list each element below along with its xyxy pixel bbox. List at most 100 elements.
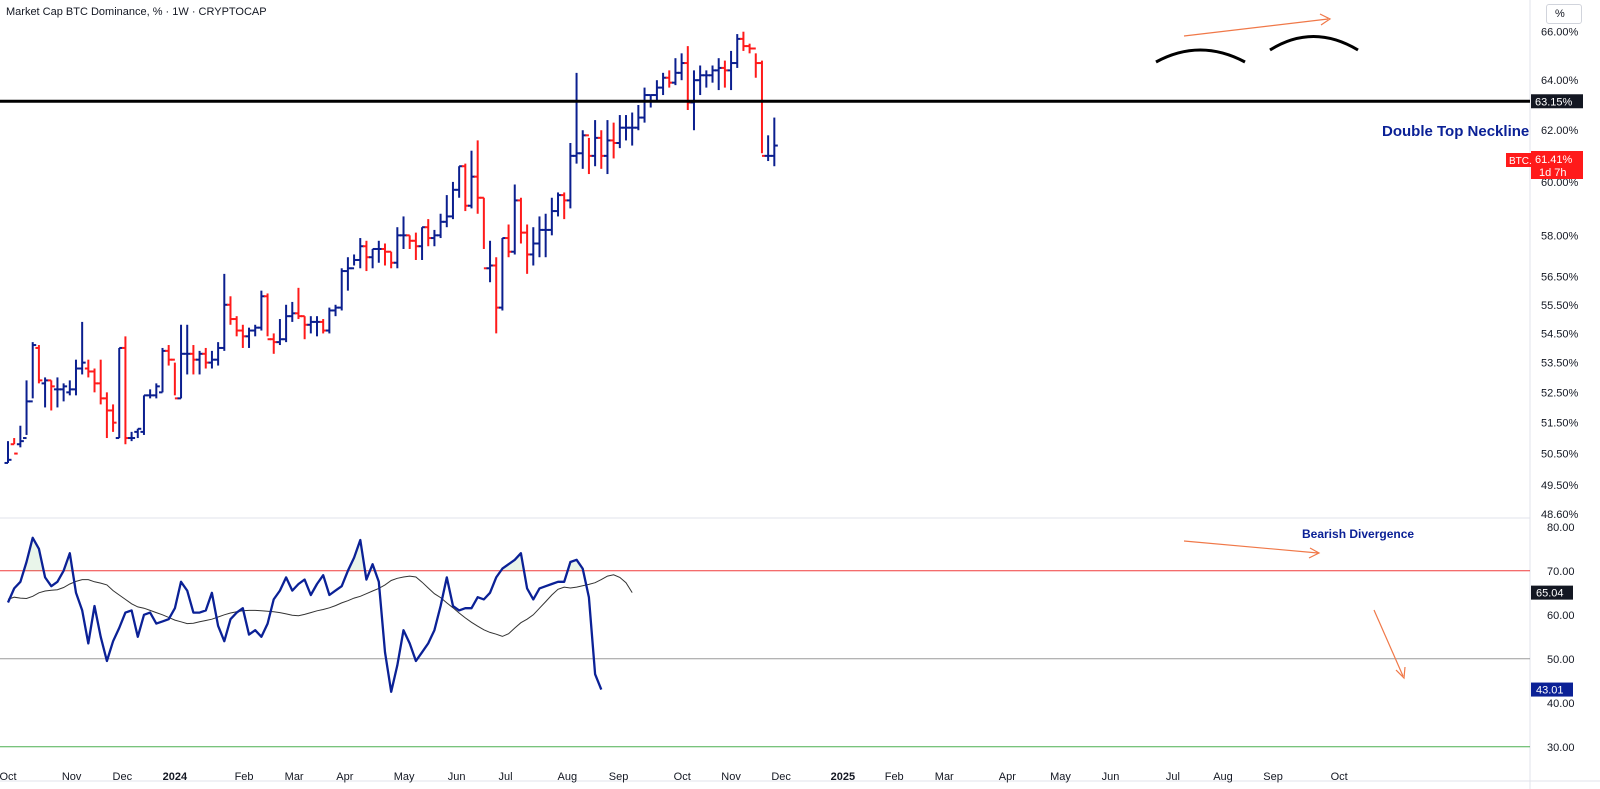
neckline-annotation: Double Top Neckline	[1382, 123, 1529, 140]
ohlc-bar	[455, 165, 463, 198]
ohlc-bar	[165, 345, 173, 366]
price-tick-label: 52.50%	[1541, 387, 1579, 399]
ohlc-bar	[468, 150, 475, 209]
ohlc-bar	[276, 319, 284, 346]
rsi-tick-label: 60.00	[1547, 610, 1575, 622]
ohlc-bar	[616, 115, 624, 149]
ohlc-bar	[665, 70, 673, 88]
ohlc-bar	[517, 197, 525, 244]
second-top-arc	[1269, 35, 1359, 52]
time-tick-label: Nov	[721, 771, 741, 783]
ohlc-bar	[591, 120, 599, 167]
ohlc-bar	[671, 58, 679, 86]
price-tick-label: 56.50%	[1541, 272, 1579, 284]
time-tick-label: 2024	[163, 771, 188, 783]
rsi-ma-value-tag	[1531, 585, 1573, 600]
time-tick-label: Jun	[1102, 771, 1120, 783]
ohlc-bar	[356, 238, 364, 269]
ohlc-bar	[653, 80, 661, 103]
ohlc-bar	[72, 359, 80, 396]
price-tick-label: 54.50%	[1541, 328, 1579, 340]
ohlc-bar	[239, 324, 247, 348]
rsi-down-arrow	[1373, 609, 1404, 677]
time-tick-label: Dec	[113, 771, 133, 783]
time-tick-label: Mar	[935, 771, 954, 783]
rsi-lower-high-arrow	[1183, 540, 1319, 554]
rsi-line	[6, 536, 603, 693]
ohlc-bar	[733, 34, 741, 68]
ohlc-bar	[4, 441, 12, 464]
ohlc-bar	[152, 383, 160, 399]
rsi-value-label: 43.01	[1536, 685, 1564, 697]
ohlc-bar	[208, 350, 216, 369]
axes: 66.00% 64.00% 62.00% 60.00% 58.00% 56.50% 55.5…	[0, 27, 1579, 783]
ohlc-bar	[535, 216, 543, 258]
ohlc-bar	[523, 224, 531, 274]
rsi-ma-line	[7, 574, 633, 637]
rsi-overbought-fill	[514, 553, 521, 571]
ohlc-bar	[709, 65, 717, 83]
ohlc-bar	[381, 243, 389, 266]
ohlc-bar	[764, 135, 772, 162]
ohlc-bar	[338, 268, 346, 311]
ohlc-bar	[554, 192, 562, 217]
ohlc-bar	[10, 438, 18, 455]
ohlc-bar	[573, 72, 581, 164]
ohlc-bar	[159, 347, 166, 394]
price-tick-label: 64.00%	[1541, 75, 1579, 87]
ohlc-bar	[60, 383, 68, 402]
price-tick-label: 51.50%	[1541, 418, 1579, 430]
percent-scale-button[interactable]: %	[1546, 4, 1582, 24]
rsi-tick-label: 30.00	[1547, 742, 1575, 754]
symbol-tag	[1506, 153, 1539, 167]
countdown-label: 1d 7h	[1539, 167, 1567, 179]
ohlc-bar	[393, 227, 401, 269]
ohlc-bar	[369, 247, 377, 269]
ohlc-bar	[659, 72, 667, 96]
ohlc-bar	[47, 379, 55, 411]
time-tick-label: Aug	[1213, 771, 1233, 783]
time-tick-label: 2025	[831, 771, 855, 783]
rsi-pane	[0, 536, 1530, 748]
ohlc-bar	[461, 163, 469, 212]
ohlc-bar	[214, 342, 222, 366]
ohlc-bar	[406, 234, 414, 249]
ohlc-bar	[715, 58, 723, 91]
ohlc-bar	[196, 350, 204, 375]
ohlc-bar	[264, 293, 272, 341]
price-tick-label: 48.60%	[1541, 509, 1579, 521]
ohlc-bar	[480, 196, 488, 270]
ohlc-bar	[746, 43, 754, 54]
time-tick-label: Feb	[885, 771, 904, 783]
price-tick-label: 62.00%	[1541, 125, 1579, 137]
price-tick-label: 49.50%	[1541, 480, 1579, 492]
ohlc-bar	[443, 195, 451, 228]
ohlc-bar	[362, 240, 370, 272]
ohlc-bar	[35, 345, 43, 384]
ohlc-bar	[84, 359, 92, 378]
ohlc-bar	[332, 304, 340, 317]
ohlc-bar	[202, 347, 210, 369]
ohlc-bar	[375, 240, 383, 263]
ohlc-bar	[313, 316, 321, 337]
ohlc-bar	[245, 327, 253, 348]
ohlc-bar	[696, 65, 704, 96]
time-tick-label: Sep	[1263, 771, 1283, 783]
ohlc-bar	[400, 216, 408, 249]
price-higher-high-arrow	[1183, 18, 1329, 37]
ohlc-bar	[758, 60, 766, 157]
ohlc-bar	[641, 87, 649, 123]
ohlc-bar	[146, 389, 154, 399]
rsi-overbought-fill	[360, 540, 367, 571]
price-tick-label: 55.50%	[1541, 300, 1579, 312]
ohlc-bar	[597, 130, 605, 169]
ohlc-bar	[121, 336, 129, 445]
ohlc-bar	[752, 47, 760, 78]
time-tick-label: Dec	[771, 771, 791, 783]
time-tick-label: Feb	[235, 771, 254, 783]
ohlc-bar	[498, 237, 506, 311]
time-tick-label: Oct	[0, 771, 17, 783]
ohlc-bar	[350, 254, 358, 270]
ohlc-bar	[66, 380, 74, 396]
